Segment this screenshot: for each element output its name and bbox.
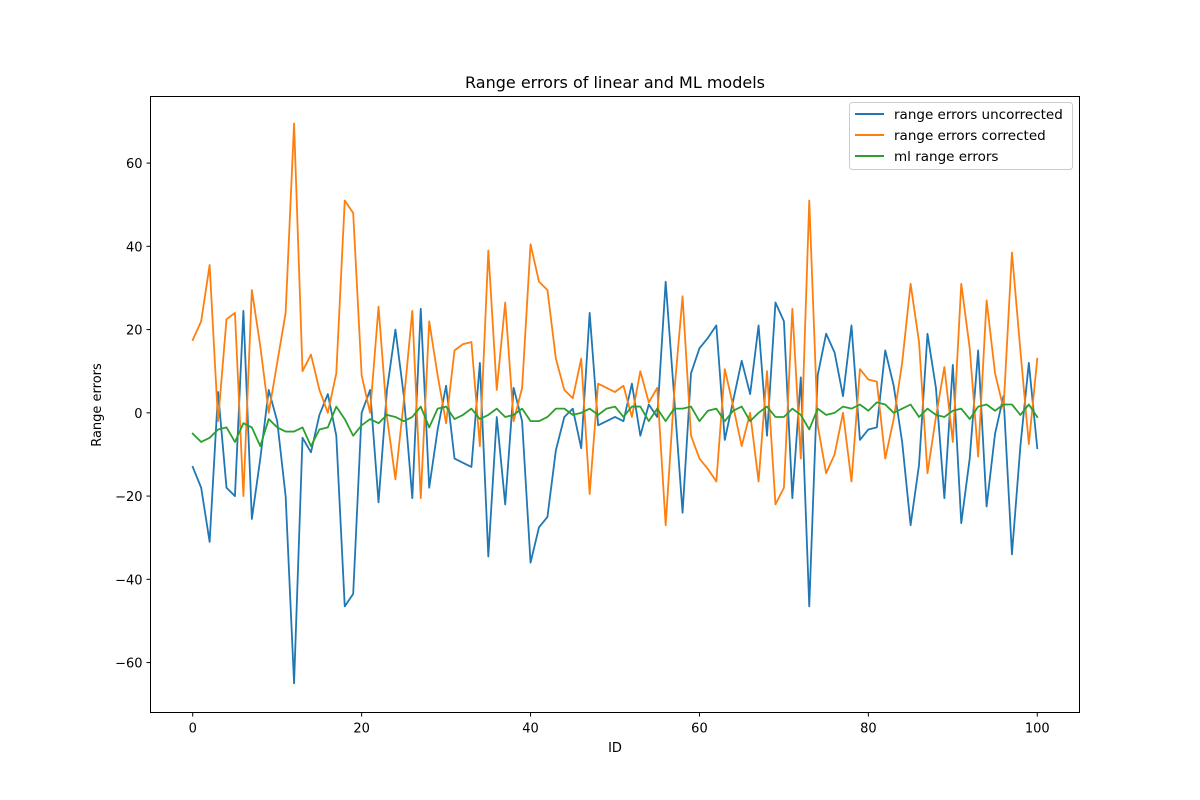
y-tick-label: 40 bbox=[126, 240, 143, 255]
y-axis-ticks: −60 −40 −20 0 20 40 60 bbox=[115, 157, 151, 672]
chart-title: Range errors of linear and ML models bbox=[465, 73, 765, 92]
y-tick-label: 60 bbox=[126, 157, 143, 172]
x-tick-label: 100 bbox=[1025, 722, 1050, 737]
legend-box bbox=[849, 102, 1073, 170]
x-tick-label: 0 bbox=[189, 722, 197, 737]
series-line-ml-range-errors bbox=[191, 401, 1039, 448]
y-tick-label: −60 bbox=[115, 657, 142, 672]
plot-frame bbox=[150, 96, 1080, 713]
y-tick-label: −20 bbox=[115, 490, 142, 505]
legend-label: range errors corrected bbox=[894, 128, 1046, 144]
x-tick-label: 60 bbox=[691, 722, 708, 737]
x-axis-label: ID bbox=[608, 741, 622, 756]
y-tick-label: −40 bbox=[115, 573, 142, 588]
legend-label: ml range errors bbox=[894, 149, 998, 165]
y-axis-label: Range errors bbox=[90, 363, 105, 447]
x-axis-ticks: 0 20 40 60 80 100 bbox=[189, 712, 1050, 737]
legend-label: range errors uncorrected bbox=[894, 107, 1063, 123]
y-tick-label: 0 bbox=[134, 407, 142, 422]
series-line-range-errors-corrected bbox=[191, 122, 1039, 527]
x-tick-label: 20 bbox=[353, 722, 370, 737]
legend: range errors uncorrected range errors cor… bbox=[849, 102, 1073, 170]
x-tick-label: 80 bbox=[860, 722, 877, 737]
x-tick-label: 40 bbox=[522, 722, 539, 737]
y-tick-label: 20 bbox=[126, 324, 143, 339]
